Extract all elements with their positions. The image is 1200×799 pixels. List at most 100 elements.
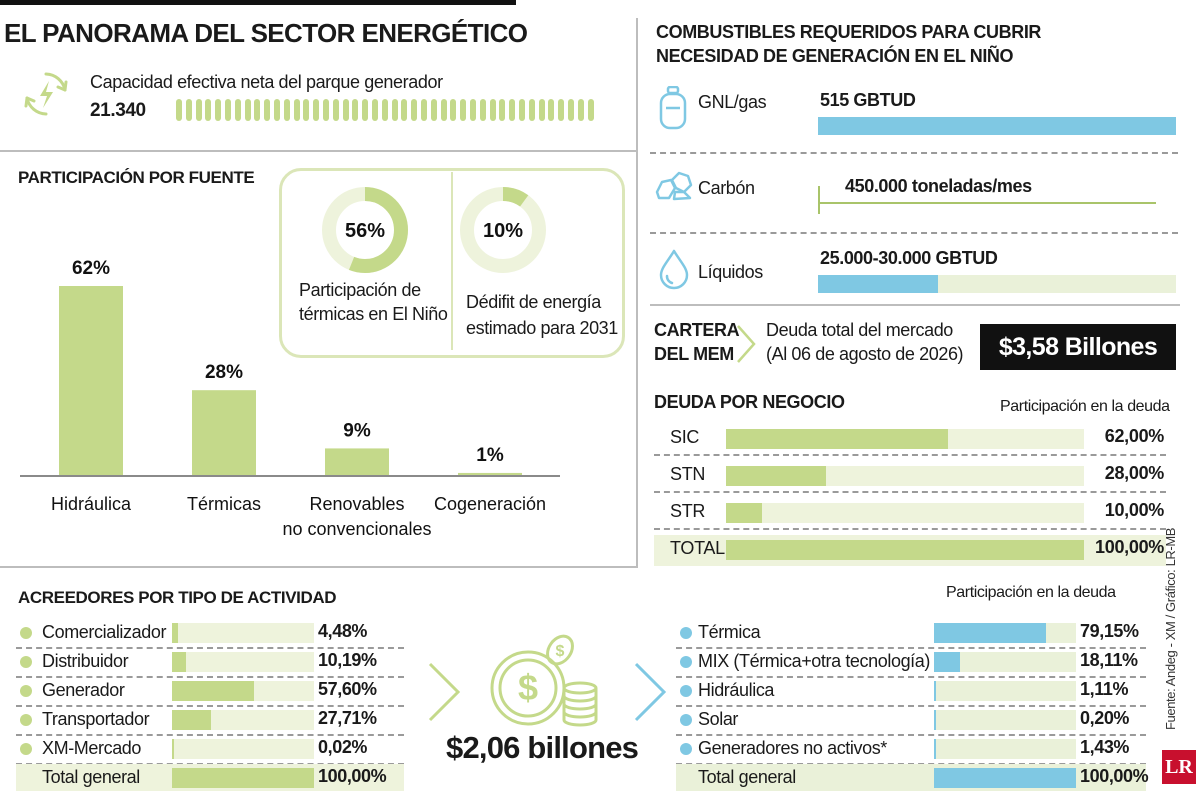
- cartera-desc-line-1: Deuda total del mercado: [766, 320, 953, 340]
- tecnologia-bullet-dot: [680, 743, 692, 755]
- divider-vertical-mid: [636, 318, 638, 566]
- acreedores-category-label: Transportador: [42, 709, 150, 729]
- tecnologia-row-divider: [676, 734, 1146, 736]
- tecnologia-category-label: MIX (Térmica+otra tecnología): [698, 651, 930, 671]
- cartera-total-badge: $3,58 Billones: [980, 324, 1176, 370]
- acreedores-bar: [172, 768, 314, 788]
- acreedores-bar-track: [172, 739, 314, 759]
- fuel-liquids-value: 25.000-30.000 GBTUD: [820, 248, 998, 268]
- capacity-pill: [411, 99, 418, 121]
- negocio-bar-track: [726, 503, 1084, 523]
- participation-value-label: 1%: [476, 445, 504, 466]
- capacity-pill: [313, 99, 320, 121]
- donut-card-divider: [451, 172, 453, 350]
- renewable-energy-icon: [24, 72, 68, 116]
- fuels-title-line-2: NECESIDAD DE GENERACIÓN EN EL NIÑO: [656, 46, 1014, 66]
- capacity-pill: [450, 99, 457, 121]
- divider-horizontal-bottom: [0, 566, 638, 568]
- divider-horizontal-left: [0, 150, 636, 152]
- fuel-liquids-name: Líquidos: [698, 262, 763, 282]
- fuel-gas-name: GNL/gas: [698, 92, 767, 112]
- negocio-bar: [726, 466, 827, 486]
- tecnologia-bar-track: [934, 681, 1076, 701]
- capacity-pill: [323, 99, 329, 121]
- source-note: Fuente: Andeg - XM / Gráfico: LR-MB: [1163, 527, 1178, 730]
- acreedores-bar: [172, 681, 254, 701]
- participation-value-label: 28%: [205, 362, 243, 383]
- acreedores-category-label: Comercializador: [42, 622, 167, 642]
- donut-2-caption-line-1: Dédifit de energía: [466, 292, 601, 312]
- participation-category-label: Cogeneración: [434, 494, 546, 514]
- donut-value-label: 56%: [345, 220, 385, 242]
- tecnologia-bar-track: [934, 739, 1076, 759]
- donut-2-caption-line-2: estimado para 2031: [466, 318, 618, 338]
- acreedores-row-divider: [16, 647, 404, 649]
- chevron-right-icon: [737, 325, 756, 363]
- page-title: EL PANORAMA DEL SECTOR ENERGÉTICO: [4, 18, 528, 48]
- tecnologia-bar: [934, 623, 1047, 643]
- capacity-pill: [509, 99, 516, 121]
- deuda-negocio-table: SIC 62,00% STN 28,00% STR 10,00% TOTAL 100,00%: [654, 424, 1170, 568]
- divider-vertical-top: [636, 18, 638, 318]
- capacity-pill: [499, 99, 506, 121]
- title-underline-bar: [0, 0, 516, 5]
- participation-value-label: 9%: [343, 420, 371, 441]
- tecnologia-value-label: 0,20%: [1080, 708, 1130, 728]
- capacity-pill: [215, 99, 222, 121]
- capacity-pill: [548, 99, 555, 121]
- capacity-pill: [470, 99, 476, 121]
- cartera-desc-line-2: (Al 06 de agosto de 2026): [766, 344, 964, 364]
- tecnologia-bar: [934, 652, 960, 672]
- tecnologia-row-divider: [676, 647, 1146, 649]
- negocio-value-label: 28,00%: [1104, 463, 1165, 483]
- cartera-label-line-1: CARTERA: [654, 320, 740, 340]
- acreedores-bar: [172, 710, 212, 730]
- tecnologia-bar: [934, 768, 1076, 788]
- negocio-bar: [726, 503, 762, 523]
- fuel-gas-value: 515 GBTUD: [820, 90, 916, 110]
- acreedores-bullet-dot: [20, 627, 32, 639]
- capacity-pill: [342, 99, 349, 121]
- tecnologia-value-label: 1,43%: [1080, 737, 1130, 757]
- acreedores-value-label: 4,48%: [318, 621, 368, 641]
- negocio-category-label: SIC: [670, 427, 700, 447]
- coins-dollar-icon: $ $: [490, 634, 598, 727]
- tecnologia-table: Térmica 79,15% MIX (Térmica+otra tecnologí…: [676, 619, 1149, 795]
- participation-value-label: 62%: [72, 258, 110, 279]
- negocio-value-label: 100,00%: [1095, 537, 1164, 557]
- svg-text:$: $: [556, 643, 565, 660]
- participation-category-label: Hidráulica: [51, 494, 132, 514]
- capacity-pill: [205, 99, 212, 121]
- capacity-pill: [479, 99, 486, 121]
- donut-arc: [322, 187, 408, 273]
- fuel-coal-tick: [818, 186, 820, 214]
- capacity-pill: [489, 99, 496, 121]
- acreedores-bar: [172, 739, 174, 759]
- participation-bar-chart: 62% Hidráulica 28% Térmicas 9% Renovables no c…: [20, 258, 560, 539]
- capacity-pill: [381, 99, 388, 121]
- tecnologia-category-label: Generadores no activos*: [698, 738, 887, 758]
- acreedores-table: Comercializador 4,48% Distribuidor 10,19% Ge…: [16, 619, 404, 795]
- donut-arc: [460, 187, 546, 273]
- acreedores-row-divider: [16, 705, 404, 707]
- capacity-pill: [372, 99, 378, 121]
- fuel-divider-2: [650, 232, 1178, 234]
- capacity-value: 21.340: [90, 100, 146, 121]
- acreedores-row-divider: [16, 676, 404, 678]
- negocio-category-label: STR: [670, 501, 706, 521]
- acreedores-bullet-dot: [20, 685, 32, 697]
- tecnologia-category-label: Hidráulica: [698, 680, 775, 700]
- tecnologia-bar-track: [934, 710, 1076, 730]
- tecnologia-bullet-dot: [680, 627, 692, 639]
- participation-category-label: Renovables: [309, 494, 404, 514]
- tecnologia-bar-track: [934, 652, 1076, 672]
- negocio-category-label: TOTAL: [670, 538, 725, 558]
- acreedores-value-label: 100,00%: [318, 766, 387, 786]
- fuel-coal-name: Carbón: [698, 178, 755, 198]
- participation-bar: [458, 472, 522, 476]
- negocio-bar: [726, 540, 1084, 560]
- participation-bar: [325, 448, 389, 476]
- capacity-pill: [528, 99, 535, 121]
- capacity-pill: [303, 99, 310, 121]
- tecnologia-row-divider: [676, 676, 1146, 678]
